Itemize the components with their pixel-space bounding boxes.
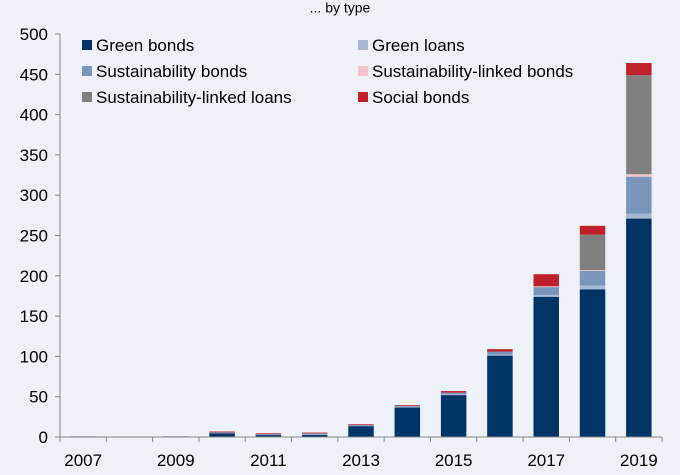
bar-segment-2010-series-2 [209,432,235,433]
x-tick-label: 2009 [157,451,195,470]
bar-segment-2013-series-2 [348,425,374,426]
bar-segment-2018-series-4 [579,234,606,271]
legend-swatch-0 [82,40,92,50]
bar-segment-2019-series-1 [626,213,652,219]
bar-segment-2011-series-5 [255,433,282,435]
y-tick-label: 50 [29,388,48,407]
y-tick-label: 150 [20,307,48,326]
bar-segment-2018-series-3 [579,270,606,271]
x-tick-label: 2015 [435,451,473,470]
bar-segment-2019-series-3 [626,174,652,177]
bar-segment-2018-series-5 [579,225,606,235]
legend-label-3: Sustainability-linked bonds [372,62,573,81]
bar-segment-2017-series-0 [533,296,559,437]
chart-title: ... by type [310,0,371,15]
y-tick-label: 200 [20,267,48,286]
x-tick-label: 2019 [620,451,658,470]
legend-label-2: Sustainability bonds [96,62,247,81]
bar-segment-2013-series-5 [348,424,374,426]
y-tick-label: 250 [20,227,48,246]
x-tick-label: 2013 [342,451,380,470]
legend-label-5: Social bonds [372,88,469,107]
bar-segment-2014-series-5 [394,405,421,406]
bar-segment-2017-series-5 [533,274,559,287]
bar-segment-2014-series-0 [394,407,421,437]
bar-segment-2010-series-1 [209,432,235,434]
bar-segment-2010-series-0 [209,432,235,437]
bar-segment-2011-series-0 [255,434,282,437]
bar-segment-2012-series-0 [301,434,328,437]
bar-segment-2012-series-2 [301,433,328,435]
bar-segment-2013-series-0 [348,425,374,437]
bar-segment-2015-series-5 [440,391,467,393]
bar-segment-2016-series-2 [487,351,513,355]
y-tick-label: 0 [39,428,48,447]
bar-segment-2016-series-5 [487,349,513,352]
y-tick-label: 300 [20,186,48,205]
bar-segment-2011-series-2 [255,433,282,435]
x-tick-label: 2007 [64,451,102,470]
bar-segment-2012-series-1 [301,434,328,435]
legend-label-4: Sustainability-linked loans [96,88,292,107]
bar-segment-2014-series-1 [394,406,421,408]
y-tick-label: 350 [20,146,48,165]
bar-segment-2016-series-1 [487,354,513,356]
x-tick-label: 2011 [250,451,287,470]
legend-swatch-5 [358,92,368,102]
bar-segment-2019-series-5 [626,63,652,76]
y-tick-label: 400 [20,106,48,125]
bar-segment-2019-series-4 [626,75,652,175]
bar-segment-2018-series-2 [579,270,606,286]
bar-segment-2015-series-0 [440,395,467,437]
legend-swatch-1 [358,40,368,50]
bar-segment-2017-series-3 [533,286,559,288]
bar-segment-2017-series-1 [533,295,559,297]
bar-segment-2012-series-5 [301,432,328,434]
bar-segment-2015-series-1 [440,394,467,396]
bar-segment-2019-series-2 [626,176,652,214]
bar-segment-2015-series-2 [440,392,467,395]
x-tick-label: 2017 [527,451,565,470]
legend-swatch-2 [82,66,92,76]
legend-label-0: Green bonds [96,36,194,55]
bar-segment-2017-series-2 [533,287,559,296]
bar-segment-2016-series-0 [487,355,513,437]
bar-segment-2018-series-1 [579,285,606,290]
legend-swatch-4 [82,92,92,102]
y-tick-label: 100 [20,347,48,366]
legend-swatch-3 [358,66,368,76]
bar-segment-2010-series-5 [209,431,235,433]
y-tick-label: 500 [20,25,48,44]
y-tick-label: 450 [20,65,48,84]
bar-segment-2014-series-2 [394,405,421,407]
bar-segment-2018-series-0 [579,289,606,437]
bar-segment-2019-series-0 [626,218,652,437]
legend-label-1: Green loans [372,36,465,55]
